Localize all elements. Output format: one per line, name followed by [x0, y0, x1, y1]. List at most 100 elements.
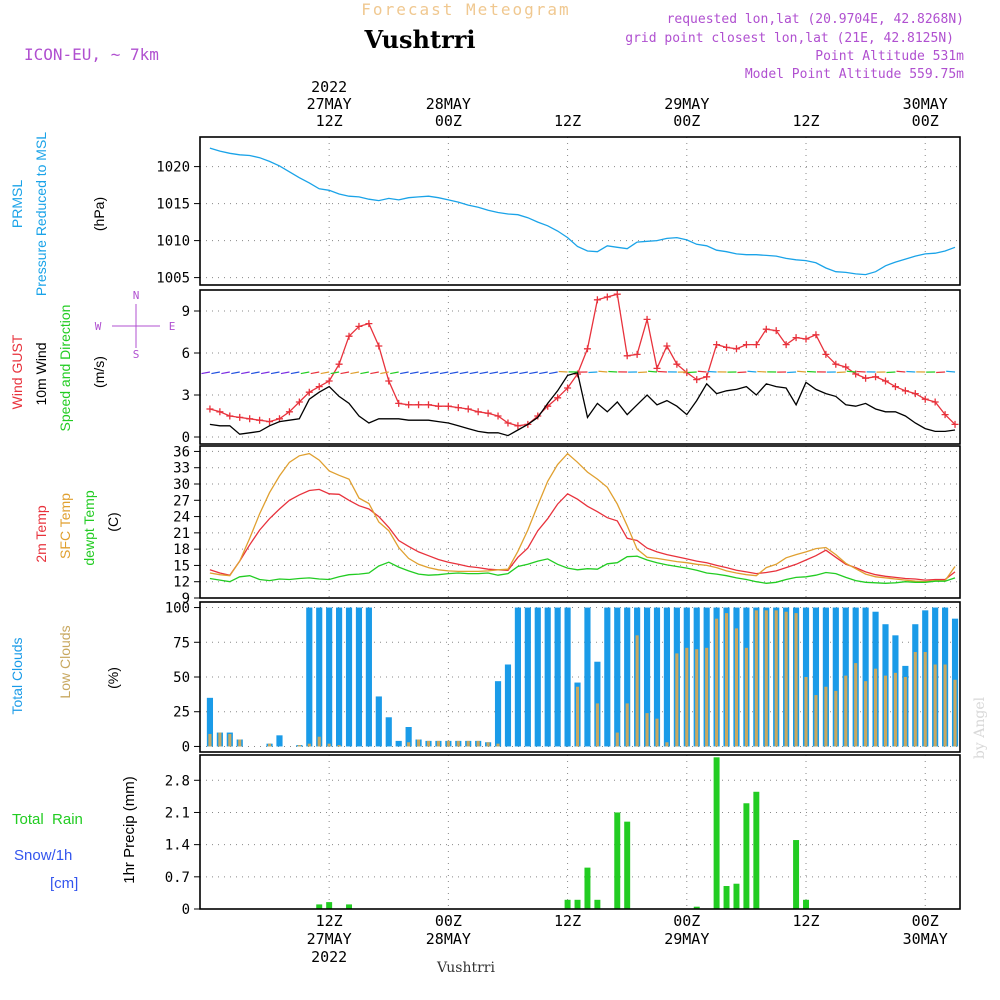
y-tick-label: 30 — [173, 477, 190, 493]
low-cloud-bar — [456, 740, 460, 747]
y-tick-label: 21 — [173, 526, 190, 542]
panel-4: 0 0.7 1.4 2.1 2.8 — [165, 754, 961, 918]
gust-marker — [355, 322, 363, 330]
total-cloud-bar — [336, 607, 343, 747]
pressure-label-prmsl: PRMSL — [9, 180, 25, 228]
gust-marker — [256, 416, 264, 424]
low-cloud-bar — [655, 718, 659, 747]
series-line-sfc-temp — [209, 452, 956, 583]
rain-bar — [614, 812, 621, 909]
gust-marker — [881, 377, 889, 385]
wind-direction-arrow — [648, 370, 658, 373]
y-tick-label: 6 — [182, 346, 190, 362]
cloud-label-low: Low Clouds — [57, 625, 73, 698]
gust-marker — [454, 404, 462, 412]
low-cloud-bar — [824, 686, 828, 747]
low-cloud-bar — [208, 733, 212, 747]
gust-marker — [315, 383, 323, 391]
wind-direction-arrow — [340, 371, 350, 375]
wind-direction-arrow — [280, 371, 290, 375]
gust-marker — [365, 320, 373, 328]
panel-frame — [199, 136, 961, 286]
low-cloud-bar — [228, 733, 232, 747]
total-cloud-bar — [395, 740, 402, 747]
low-cloud-bar — [814, 695, 818, 747]
y-tick-label: 0.7 — [165, 870, 190, 886]
bottom-hour-label: 00Z — [435, 912, 462, 930]
bottom-year-label: 2022 — [311, 948, 347, 966]
low-cloud-bar — [794, 613, 798, 747]
model-label: ICON-EU, ~ 7km — [24, 45, 159, 64]
gust-marker — [325, 377, 333, 385]
y-tick-label: 1010 — [156, 234, 190, 250]
panel-frame — [199, 289, 961, 445]
wind-direction-arrow — [320, 371, 330, 375]
footer-location: Vushtrri — [436, 960, 495, 976]
low-cloud-bar — [446, 740, 450, 747]
low-cloud-bar — [665, 742, 669, 747]
low-cloud-bar — [645, 713, 649, 747]
total-cloud-bar — [604, 607, 611, 747]
gust-marker — [812, 331, 820, 339]
gust-marker — [951, 420, 959, 428]
low-cloud-bar — [774, 610, 778, 747]
compass-w: W — [95, 320, 102, 333]
low-cloud-bar — [426, 740, 431, 747]
gust-marker — [444, 402, 452, 410]
wind-direction-arrow — [330, 371, 340, 375]
low-cloud-bar — [575, 686, 580, 747]
bottom-hour-label: 00Z — [673, 912, 700, 930]
gust-marker — [305, 388, 313, 396]
low-cloud-bar — [953, 679, 957, 747]
total-cloud-bar — [306, 607, 313, 747]
wind-direction-arrow — [409, 371, 419, 375]
series-line-wind-gust — [209, 293, 956, 427]
gust-marker — [385, 377, 393, 385]
rain-bar — [624, 821, 631, 909]
series-line-10m-wind — [209, 371, 956, 437]
wind-direction-arrow — [549, 371, 558, 375]
bottom-date-label: 28MAY — [426, 930, 471, 948]
y-tick-label: 1015 — [156, 197, 190, 213]
wind-direction-arrow — [400, 371, 409, 375]
temp-label-sfc: SFC Temp — [57, 493, 73, 559]
gust-marker — [424, 401, 432, 409]
y-tick-label: 0 — [182, 902, 190, 918]
gust-marker — [921, 395, 929, 403]
wind-direction-arrow — [300, 371, 310, 375]
gust-marker — [941, 411, 949, 419]
cloud-labels: Total Clouds Low Clouds (%) — [9, 625, 121, 714]
gust-marker — [703, 373, 711, 381]
gust-marker — [762, 325, 770, 333]
wind-direction-arrow — [539, 371, 548, 375]
y-tick-label: 27 — [173, 493, 190, 509]
gust-marker — [514, 422, 522, 430]
total-cloud-bar — [624, 607, 631, 747]
gust-marker — [395, 399, 403, 407]
low-cloud-bar — [625, 703, 629, 747]
low-cloud-bar — [923, 652, 927, 747]
top-hour-label: 00Z — [673, 112, 700, 130]
y-tick-label: 18 — [173, 542, 190, 558]
series-line-dewpt-temp — [209, 555, 956, 584]
bottom-hour-label: 12Z — [792, 912, 819, 930]
gust-marker — [504, 419, 512, 427]
total-cloud-bar — [365, 607, 372, 747]
total-cloud-bar — [812, 607, 820, 747]
wind-direction-arrow — [896, 370, 906, 373]
y-tick-label: 75 — [173, 635, 190, 651]
bottom-hour-label: 00Z — [912, 912, 939, 930]
low-cloud-bar — [933, 664, 937, 747]
top-date-label: 29MAY — [664, 95, 709, 113]
wind-direction-arrow — [439, 371, 449, 375]
wind-direction-arrow — [797, 370, 807, 373]
wind-direction-arrow — [598, 370, 608, 373]
total-cloud-bar — [832, 607, 839, 747]
low-cloud-bar — [893, 672, 897, 747]
low-cloud-bar — [466, 740, 470, 747]
wind-direction-arrow — [251, 371, 260, 375]
wind-direction-arrow — [380, 371, 389, 375]
gust-marker — [623, 352, 631, 360]
